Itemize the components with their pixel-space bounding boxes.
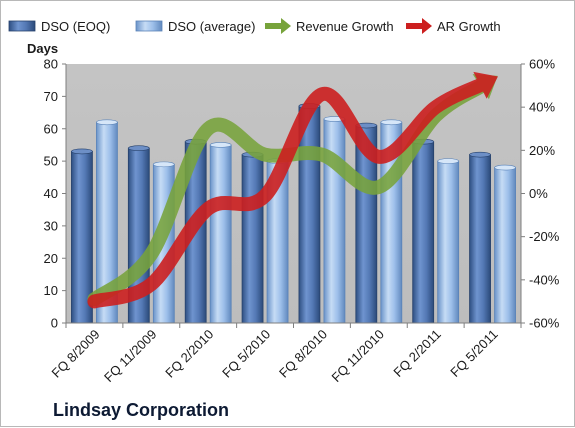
y-tick-label: 10 — [44, 283, 58, 298]
y-tick-label: 40 — [44, 186, 58, 201]
legend-item: AR Growth — [406, 18, 501, 34]
legend-label: AR Growth — [437, 19, 501, 34]
legend-arrowhead — [281, 18, 291, 34]
bar-cap — [96, 119, 118, 126]
y2-tick-label: -40% — [529, 272, 560, 287]
bar-cap — [380, 119, 403, 126]
y-tick-label: 50 — [44, 154, 58, 169]
series-path — [87, 77, 489, 309]
bar-cap — [437, 158, 459, 164]
bar — [323, 116, 346, 324]
bar-cap — [469, 151, 491, 158]
bar-body — [412, 141, 435, 324]
bar — [209, 142, 232, 324]
bar — [469, 151, 491, 324]
y2-tick-label: 0% — [529, 186, 548, 201]
x-tick-label: FQ 2/2010 — [162, 327, 216, 381]
arrowhead — [473, 71, 498, 99]
bar-body — [209, 144, 232, 324]
legend-item: Revenue Growth — [265, 18, 394, 34]
bar-cap — [71, 148, 93, 155]
legend: DSO (EOQ) DSO (average) Revenue Growth AR G… — [8, 18, 501, 34]
y-tick-label: 30 — [44, 218, 58, 233]
chart-title: Lindsay Corporation — [53, 400, 229, 420]
x-tick-label: FQ 11/2010 — [328, 327, 386, 385]
bar — [241, 151, 264, 324]
bar-body — [437, 160, 460, 324]
ar-growth-line — [87, 71, 498, 309]
y-tick-label: 20 — [44, 251, 58, 266]
y-tick-label: 70 — [44, 89, 58, 104]
bar — [494, 164, 516, 324]
bar-cap — [128, 145, 150, 151]
growth-lines-group — [87, 71, 498, 309]
legend-item: DSO (EOQ) — [8, 19, 110, 34]
x-tick-label: FQ 8/2009 — [49, 327, 103, 381]
bar — [412, 138, 435, 324]
x-tick-label: FQ 8/2010 — [276, 327, 330, 381]
legend-label: DSO (average) — [168, 19, 255, 34]
y2-tick-label: 60% — [529, 57, 555, 72]
bar-body — [241, 154, 264, 324]
bar-cap — [209, 142, 232, 148]
y2-tick-label: -20% — [529, 229, 560, 244]
legend-arrowhead — [422, 18, 432, 34]
y2-tick-label: -60% — [529, 316, 560, 331]
y-axis-title: Days — [27, 41, 58, 56]
bar-cap — [494, 164, 516, 171]
bar-body — [298, 105, 321, 324]
x-tick-label: FQ 5/2010 — [219, 327, 273, 381]
x-tick-label: FQ 5/2011 — [447, 327, 500, 380]
y-tick-label: 80 — [44, 57, 58, 72]
x-tick-label: FQ 11/2009 — [101, 327, 159, 385]
x-tick-label: FQ 2/2011 — [390, 327, 443, 380]
legend-item: DSO (average) — [135, 19, 255, 34]
y2-tick-label: 20% — [529, 143, 555, 158]
bar — [437, 158, 460, 324]
legend-label: Revenue Growth — [296, 19, 394, 34]
bar-body — [494, 167, 516, 324]
legend-swatch — [135, 20, 163, 32]
legend-label: DSO (EOQ) — [41, 19, 110, 34]
y-tick-label: 0 — [51, 316, 58, 331]
y2-tick-label: 40% — [529, 100, 555, 115]
bar-body — [469, 154, 491, 324]
y-tick-label: 60 — [44, 121, 58, 136]
legend-swatch — [8, 20, 36, 32]
bar-cap — [153, 161, 175, 168]
